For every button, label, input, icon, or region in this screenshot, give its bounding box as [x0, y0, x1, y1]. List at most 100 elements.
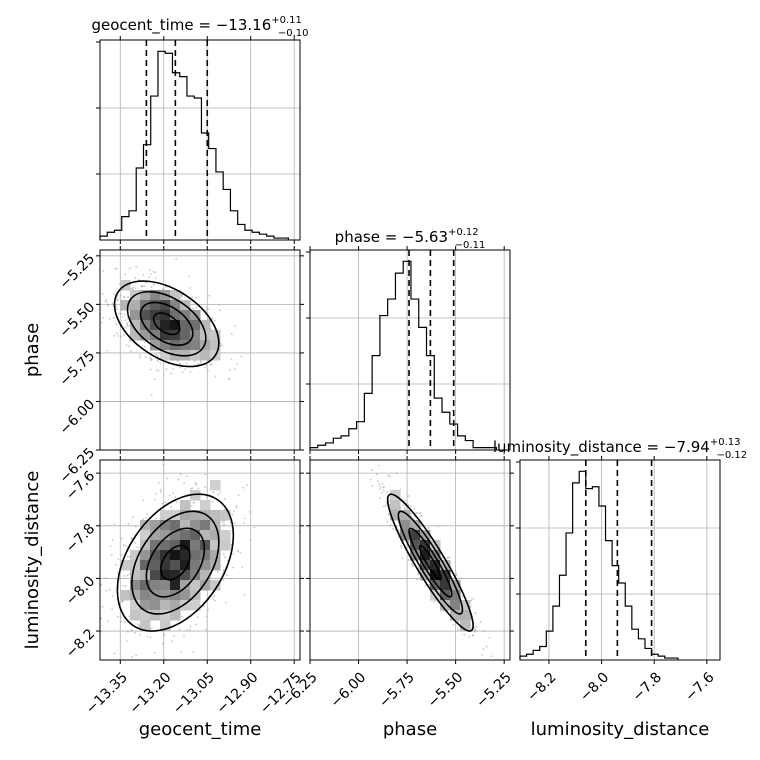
xtick-label-phase: −5.25 [473, 669, 515, 711]
sample-point [223, 498, 226, 501]
density-cell [180, 600, 191, 611]
sample-point [221, 521, 224, 524]
sample-point [113, 334, 116, 337]
sample-point [172, 492, 174, 495]
density-cell [410, 550, 421, 561]
sample-point [395, 472, 398, 474]
sample-point [209, 327, 211, 330]
sample-point [183, 634, 185, 637]
sample-point [195, 623, 198, 626]
sample-point [126, 555, 129, 558]
sample-point [196, 363, 199, 365]
sample-point [111, 539, 114, 542]
sample-point [382, 489, 385, 492]
histogram-panels [96, 36, 721, 664]
sample-point [207, 608, 209, 611]
density-cell [400, 520, 411, 531]
title-luminosity-distance: luminosity_distance = −7.94+0.13 −0.12 [493, 437, 747, 461]
density-cell [440, 590, 451, 601]
sample-point [473, 630, 476, 633]
sample-point [383, 486, 386, 488]
sample-point [446, 556, 449, 559]
density-cell [410, 530, 421, 541]
sample-point [488, 663, 490, 665]
sample-point [186, 629, 188, 632]
title-phase: phase = −5.63+0.12 −0.11 [335, 227, 486, 251]
sample-point [212, 598, 215, 600]
title-luminosity-distance-plus: +0.13 [710, 437, 741, 448]
sample-point [457, 620, 460, 623]
histogram-luminosity_distance [516, 456, 721, 664]
sample-point [186, 475, 188, 478]
sample-point [191, 366, 194, 369]
sample-point [116, 332, 118, 335]
sample-point [154, 517, 157, 520]
sample-point [388, 514, 390, 516]
sample-point [154, 271, 157, 274]
sample-point [192, 651, 195, 654]
sample-point [428, 584, 431, 586]
panel-density [369, 464, 493, 665]
density-cell [210, 540, 221, 551]
contour-line [152, 312, 181, 336]
sample-point [379, 497, 382, 500]
density-cell [130, 330, 141, 341]
sample-point [130, 287, 133, 290]
sample-point [128, 311, 130, 314]
sample-point [126, 630, 129, 633]
density-cell [200, 530, 211, 541]
sample-point [127, 522, 130, 525]
sample-point [389, 524, 392, 527]
sample-point [177, 478, 180, 481]
density-cell [180, 580, 191, 591]
sample-point [116, 267, 118, 270]
panel-density [100, 463, 300, 660]
sample-point [233, 510, 236, 513]
sample-point [437, 525, 440, 527]
panel-frame [309, 459, 511, 661]
density-cell [150, 570, 161, 581]
sample-point [223, 519, 225, 522]
sample-point [191, 307, 194, 310]
sample-point [168, 494, 171, 497]
contour-line [113, 280, 220, 368]
sample-point [204, 628, 207, 631]
sample-point [212, 491, 215, 493]
sample-point [144, 517, 147, 519]
sample-point [482, 630, 485, 633]
sample-point [455, 572, 458, 574]
sample-point [100, 630, 103, 633]
sample-point [481, 654, 484, 656]
density-cell [210, 530, 221, 541]
sample-point [469, 624, 472, 627]
sample-point [143, 285, 146, 287]
sample-point [130, 350, 133, 353]
density-cell [140, 620, 151, 631]
sample-point [107, 620, 109, 622]
sample-point [375, 473, 378, 476]
sample-point [157, 369, 160, 372]
sample-point [123, 313, 126, 316]
sample-point [124, 584, 127, 587]
sample-point [237, 494, 240, 497]
histogram-grid [520, 460, 720, 660]
density-cell [200, 350, 211, 361]
sample-point [208, 294, 211, 297]
sample-point [471, 634, 474, 637]
sample-point [214, 599, 216, 602]
sample-point [123, 296, 126, 299]
sample-point [161, 642, 164, 645]
sample-point [488, 637, 491, 639]
sample-point [159, 488, 162, 491]
density-cell [160, 540, 171, 551]
sample-point [164, 501, 167, 504]
sample-point [224, 556, 226, 559]
sample-point [399, 488, 402, 490]
sample-point [106, 303, 109, 306]
density-cell [150, 300, 161, 311]
sample-point [105, 298, 108, 301]
density-cell [150, 540, 161, 551]
density-cell [180, 330, 191, 341]
sample-point [191, 296, 194, 299]
sample-point [193, 308, 196, 311]
